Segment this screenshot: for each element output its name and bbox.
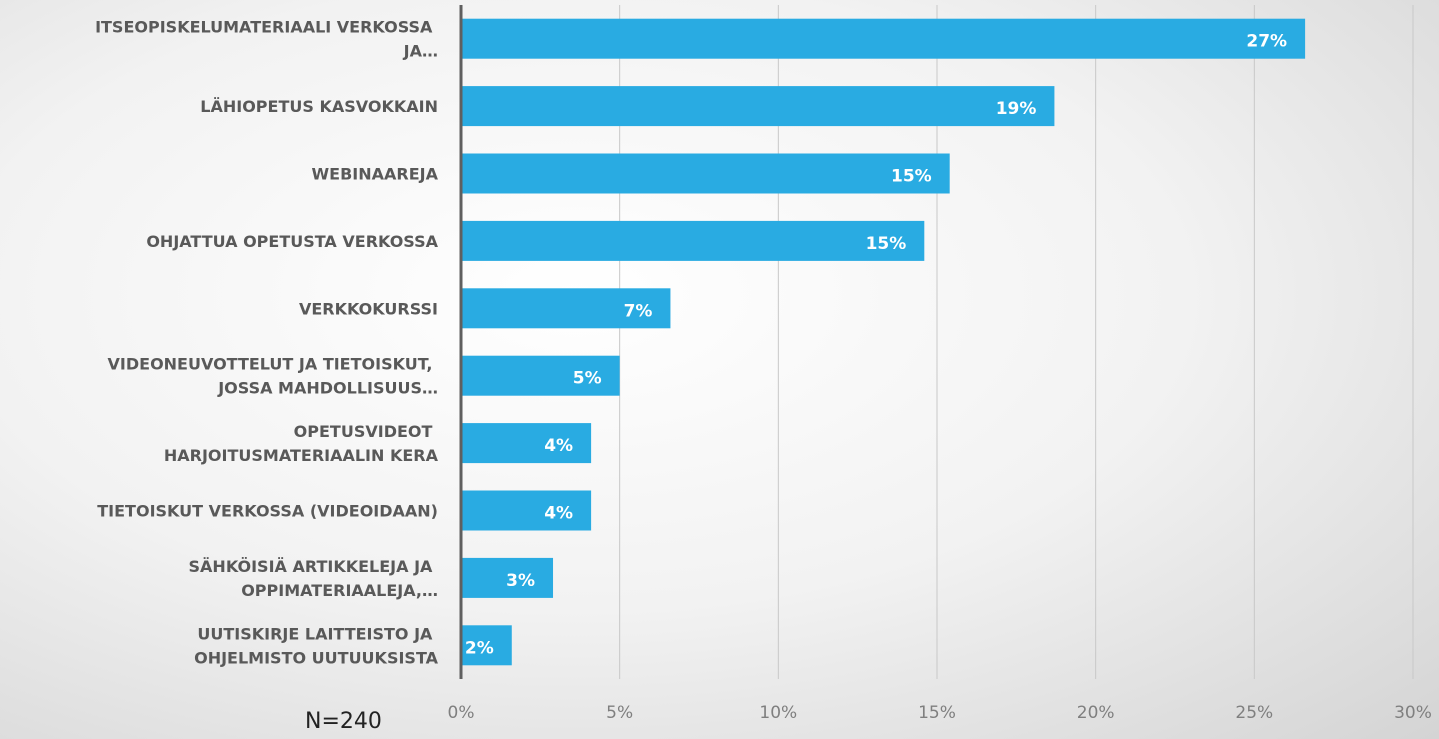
- value-label: 4%: [544, 504, 573, 524]
- x-tick-label: 5%: [606, 703, 633, 723]
- x-tick-label: 20%: [1077, 703, 1115, 723]
- value-label: 15%: [891, 167, 932, 187]
- y-tick-label: WEBINAAREJA: [312, 165, 439, 184]
- bar: [461, 288, 671, 329]
- x-tick-label: 15%: [918, 703, 956, 723]
- annotation: N=240: [305, 709, 382, 734]
- value-label: 2%: [465, 638, 494, 658]
- x-tick-label: 25%: [1235, 703, 1273, 723]
- y-tick-label: OHJATTUA OPETUSTA VERKOSSA: [146, 232, 438, 251]
- value-label: 27%: [1246, 32, 1287, 52]
- bar: [461, 490, 592, 531]
- y-tick-label: OPETUSVIDEOT HARJOITUSMATERIAALIN KERA: [164, 422, 439, 465]
- y-tick-label: UUTISKIRJE LAITTEISTO JA OHJELMISTO UUTU…: [194, 624, 439, 667]
- x-tick-label: 30%: [1394, 703, 1432, 723]
- bar: [461, 423, 592, 464]
- bar: [461, 355, 620, 396]
- value-label: 5%: [573, 369, 602, 389]
- y-tick-label: SÄHKÖISIÄ ARTIKKELEJA JA OPPIMATERIAALEJ…: [189, 557, 438, 600]
- y-tick-label: ITSEOPISKELUMATERIAALI VERKOSSA JA…: [95, 18, 438, 61]
- bar: [461, 557, 554, 598]
- bar: [461, 18, 1306, 59]
- value-label: 7%: [624, 301, 653, 321]
- value-label: 15%: [866, 234, 907, 254]
- bar: [461, 86, 1055, 127]
- y-tick-label: VIDEONEUVOTTELUT JA TIETOISKUT, JOSSA MA…: [108, 355, 438, 398]
- value-label: 4%: [544, 436, 573, 456]
- value-label: 19%: [996, 99, 1037, 119]
- value-label: 3%: [506, 571, 535, 591]
- bar: [461, 625, 512, 666]
- y-tick-label: LÄHIOPETUS KASVOKKAIN: [200, 97, 438, 116]
- bar: [461, 153, 950, 194]
- bar: [461, 220, 925, 261]
- x-tick-label: 10%: [759, 703, 797, 723]
- x-tick-label: 0%: [448, 703, 475, 723]
- y-tick-label: VERKKOKURSSI: [299, 299, 438, 318]
- y-tick-label: TIETOISKUT VERKOSSA (VIDEOIDAAN): [97, 502, 438, 521]
